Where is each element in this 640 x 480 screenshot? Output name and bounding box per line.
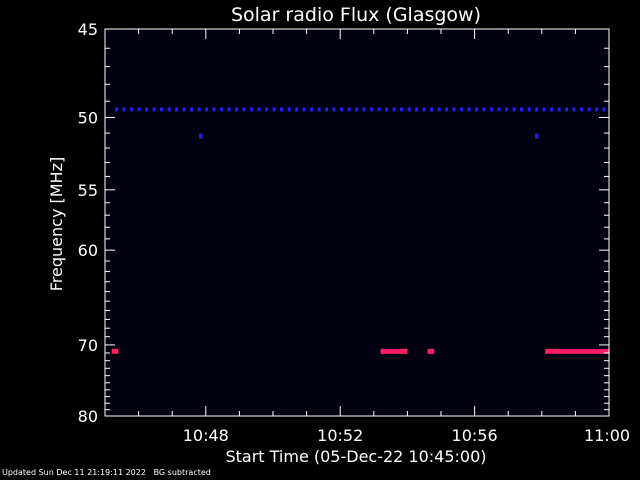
y-tick-label: 45 (78, 20, 98, 39)
dashed-emission-49mhz-segment (512, 107, 516, 112)
footer-updated: Updated Sun Dec 11 21:19:11 2022 (2, 468, 146, 477)
x-axis-label: Start Time (05-Dec-22 10:45:00) (225, 447, 486, 466)
dashed-emission-49mhz-segment (505, 107, 509, 112)
dashed-emission-49mhz-segment (580, 107, 584, 112)
x-tick-label: 11:00 (584, 426, 630, 445)
dashed-emission-49mhz-segment (362, 107, 366, 112)
dashed-emission-49mhz-segment (602, 107, 606, 112)
dashed-emission-49mhz-segment (572, 107, 576, 112)
dashed-emission-49mhz-segment (250, 107, 254, 112)
dashed-emission-49mhz-segment (272, 107, 276, 112)
dashed-emission-49mhz-segment (242, 107, 246, 112)
dashed-emission-49mhz-segment (565, 107, 569, 112)
footer-note: BG subtracted (153, 468, 211, 477)
dashed-emission-49mhz-segment (137, 107, 141, 112)
dashed-emission-49mhz-segment (595, 107, 599, 112)
dashed-emission-49mhz-segment (490, 107, 494, 112)
dashed-emission-49mhz-segment (325, 107, 329, 112)
dashed-emission-49mhz-segment (145, 107, 149, 112)
dashed-emission-49mhz-segment (437, 107, 441, 112)
dashed-emission-49mhz-segment (182, 107, 186, 112)
dashed-emission-49mhz-segment (130, 107, 134, 112)
dashed-emission-49mhz-segment (160, 107, 164, 112)
dashed-emission-49mhz-segment (295, 107, 299, 112)
dashed-emission-49mhz-segment (452, 107, 456, 112)
y-tick-label: 50 (78, 108, 98, 127)
plot-frame (104, 28, 610, 417)
dashed-emission-49mhz-segment (407, 107, 411, 112)
band-71mhz-a (111, 348, 119, 354)
band-71mhz-c (427, 348, 435, 354)
dashed-emission-49mhz-segment (370, 107, 374, 112)
spot-51mhz-b (535, 133, 539, 139)
dashed-emission-49mhz-segment (227, 107, 231, 112)
dashed-emission-49mhz-segment (520, 107, 524, 112)
dashed-emission-49mhz (115, 107, 606, 112)
dashed-emission-49mhz-segment (467, 107, 471, 112)
dashed-emission-49mhz-segment (415, 107, 419, 112)
dashed-emission-49mhz-segment (317, 107, 321, 112)
y-tick-label: 60 (78, 241, 98, 260)
dashed-emission-49mhz-segment (587, 107, 591, 112)
dashed-emission-49mhz-segment (557, 107, 561, 112)
dashed-emission-49mhz-segment (460, 107, 464, 112)
dashed-emission-49mhz-segment (265, 107, 269, 112)
dashed-emission-49mhz-segment (205, 107, 209, 112)
dashed-emission-49mhz-segment (475, 107, 479, 112)
dashed-emission-49mhz-segment (392, 107, 396, 112)
dashed-emission-49mhz-segment (220, 107, 224, 112)
x-tick-label: 10:56 (452, 426, 498, 445)
dashed-emission-49mhz-segment (340, 107, 344, 112)
dashed-emission-49mhz-segment (122, 107, 126, 112)
dashed-emission-49mhz-segment (287, 107, 291, 112)
dashed-emission-49mhz-segment (175, 107, 179, 112)
dashed-emission-49mhz-segment (355, 107, 359, 112)
spot-51mhz-a (199, 133, 203, 139)
dashed-emission-49mhz-segment (422, 107, 426, 112)
dashed-emission-49mhz-segment (385, 107, 389, 112)
band-71mhz-b (380, 348, 408, 354)
band-71mhz-d (545, 348, 609, 354)
dashed-emission-49mhz-segment (332, 107, 336, 112)
dashed-emission-49mhz-segment (280, 107, 284, 112)
plot-background (105, 29, 609, 416)
chart-title: Solar radio Flux (Glasgow) (231, 4, 481, 26)
dashed-emission-49mhz-segment (302, 107, 306, 112)
y-axis-label: Frequency [MHz] (47, 157, 66, 291)
dashed-emission-49mhz-segment (310, 107, 314, 112)
dashed-emission-49mhz-segment (542, 107, 546, 112)
dashed-emission-49mhz-segment (167, 107, 171, 112)
x-tick-label: 10:48 (183, 426, 229, 445)
dashed-emission-49mhz-segment (400, 107, 404, 112)
dashed-emission-49mhz-segment (377, 107, 381, 112)
dashed-emission-49mhz-segment (347, 107, 351, 112)
dashed-emission-49mhz-segment (535, 107, 539, 112)
dashed-emission-49mhz-segment (527, 107, 531, 112)
dashed-emission-49mhz-segment (197, 107, 201, 112)
x-tick-label: 10:52 (317, 426, 363, 445)
dashed-emission-49mhz-segment (212, 107, 216, 112)
dashed-emission-49mhz-segment (235, 107, 239, 112)
y-tick-label: 55 (78, 181, 98, 200)
dashed-emission-49mhz-segment (115, 107, 119, 112)
dashed-emission-49mhz-segment (445, 107, 449, 112)
y-tick-label: 80 (78, 407, 98, 426)
dashed-emission-49mhz-segment (190, 107, 194, 112)
dashed-emission-49mhz-segment (550, 107, 554, 112)
y-tick-label: 70 (78, 336, 98, 355)
dashed-emission-49mhz-segment (430, 107, 434, 112)
dashed-emission-49mhz-segment (257, 107, 261, 112)
dashed-emission-49mhz-segment (497, 107, 501, 112)
footer-status: Updated Sun Dec 11 21:19:11 2022 BG subt… (2, 468, 211, 477)
dashed-emission-49mhz-segment (152, 107, 156, 112)
dashed-emission-49mhz-segment (482, 107, 486, 112)
